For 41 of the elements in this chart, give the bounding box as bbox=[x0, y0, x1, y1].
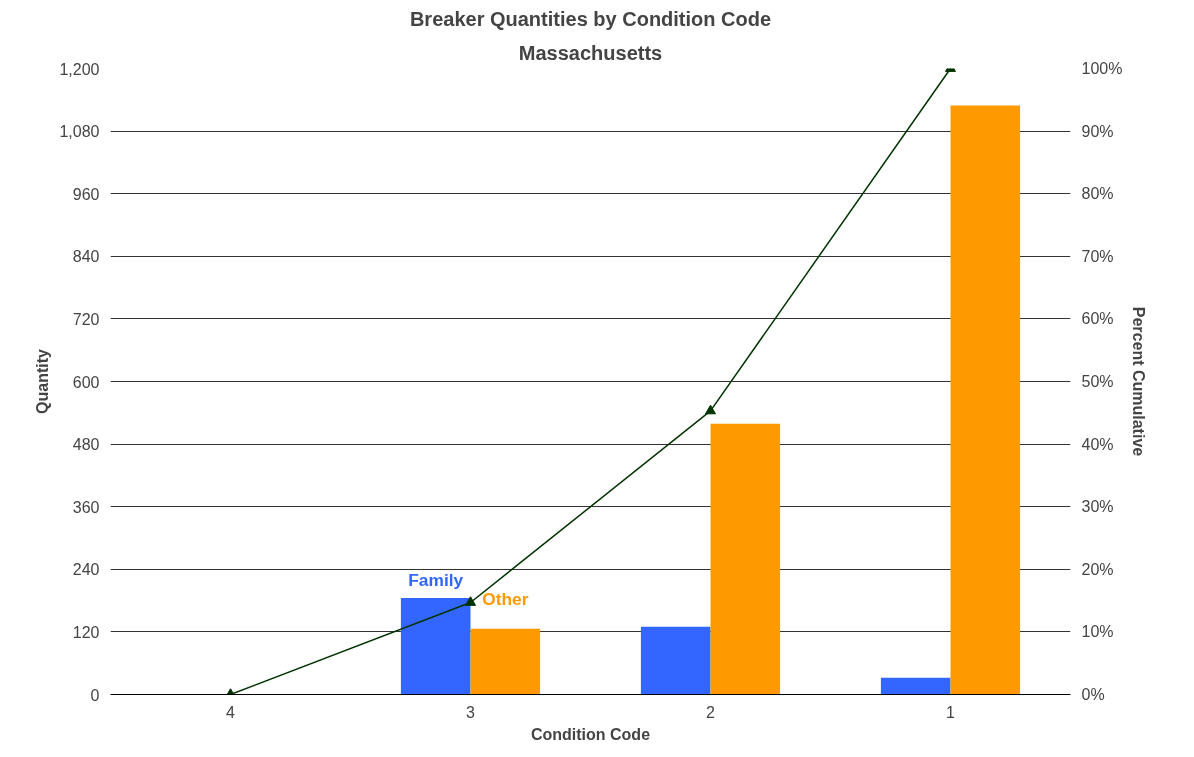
y-tick-label: 0 bbox=[90, 686, 100, 704]
y-tick-label: 840 bbox=[72, 248, 100, 266]
x-tick-label: 2 bbox=[706, 703, 716, 721]
series-label: Other bbox=[482, 588, 529, 609]
y2-tick-label: 0% bbox=[1081, 686, 1105, 703]
y2-tick-label: 10% bbox=[1081, 623, 1114, 641]
point bbox=[465, 596, 476, 606]
y2-axis-title: Percent Cumulative bbox=[1130, 306, 1148, 457]
y2-tick-label: 90% bbox=[1081, 122, 1114, 140]
y2-tick-label: 40% bbox=[1081, 435, 1114, 453]
x-tick-label: 3 bbox=[466, 703, 476, 721]
bar bbox=[880, 677, 951, 695]
bar bbox=[640, 626, 711, 695]
x-tick-label: 4 bbox=[226, 703, 236, 721]
series-label: Family bbox=[408, 569, 464, 590]
y-tick-label: 1,080 bbox=[59, 123, 100, 141]
bar bbox=[950, 105, 1021, 695]
y2-tick-label: 30% bbox=[1081, 498, 1114, 516]
chart-title: Breaker Quantities by Condition Code bbox=[409, 7, 772, 30]
y2-tick-label: 50% bbox=[1081, 373, 1114, 390]
y2-tick-label: 70% bbox=[1081, 247, 1114, 265]
y-tick-label: 720 bbox=[72, 310, 100, 328]
y2-tick-label: 60% bbox=[1081, 310, 1114, 328]
bar bbox=[470, 628, 541, 695]
y-tick-label: 960 bbox=[72, 185, 100, 203]
y-axis-title: Quantity bbox=[34, 348, 52, 414]
bar bbox=[710, 423, 781, 695]
y2-tick-label: 80% bbox=[1081, 185, 1114, 203]
bar bbox=[400, 597, 471, 695]
chart-subtitle: Massachusetts bbox=[518, 41, 663, 64]
y-tick-label: 120 bbox=[72, 623, 100, 641]
y-tick-label: 480 bbox=[72, 436, 100, 454]
y2-tick-label: 20% bbox=[1081, 560, 1114, 578]
y-tick-label: 1,200 bbox=[59, 60, 100, 78]
point bbox=[705, 404, 716, 415]
x-tick-label: 1 bbox=[946, 703, 956, 721]
y-tick-label: 360 bbox=[72, 498, 100, 516]
y-tick-label: 240 bbox=[72, 561, 100, 579]
y2-tick-label: 100% bbox=[1081, 60, 1123, 77]
x-axis-title: Condition Code bbox=[530, 725, 651, 743]
y-tick-label: 600 bbox=[72, 373, 100, 391]
